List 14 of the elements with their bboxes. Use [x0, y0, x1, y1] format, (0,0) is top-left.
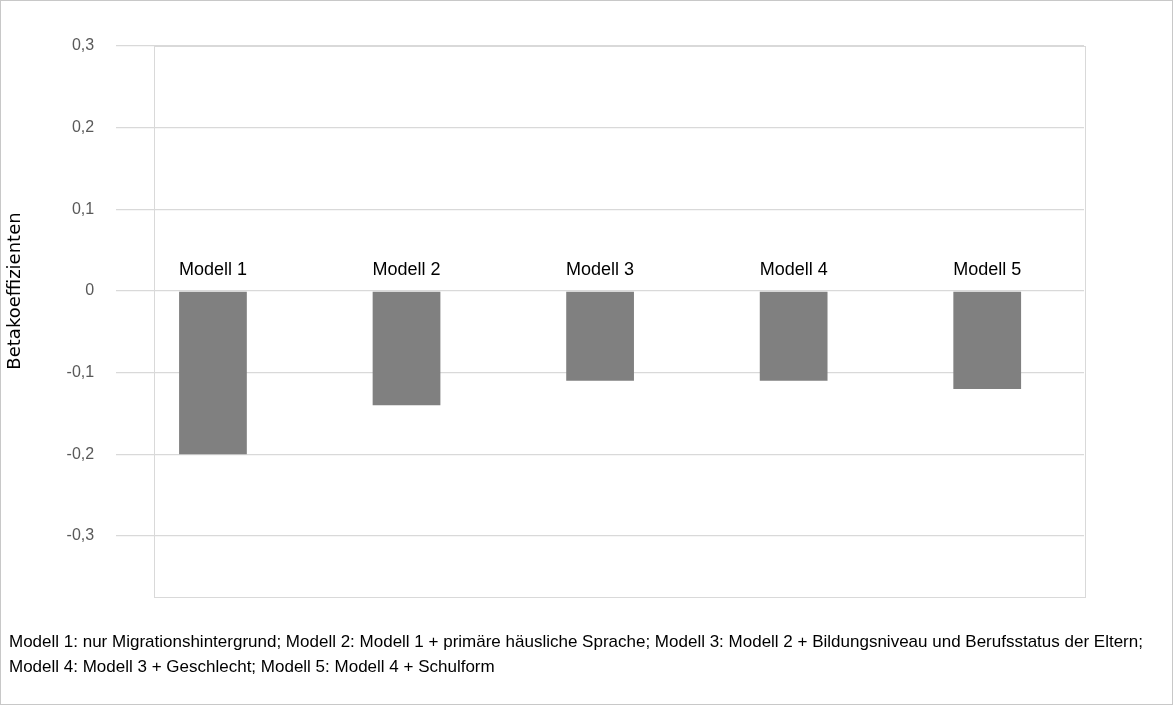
x-tick-label: Modell 2 [372, 258, 441, 279]
y-tick-label: 0 [85, 281, 95, 299]
x-tick-label: Modell 3 [566, 258, 635, 279]
x-tick-label: Modell 5 [953, 258, 1022, 279]
y-tick-label: -0,1 [66, 363, 95, 381]
y-axis-title: Betakoeffizienten [3, 212, 25, 370]
text: Modell 1: nur Migrationshintergrund; Modell 2: Modell 1 + primäre häusliche Sprache; Modell 3: Modell 2 + Bildungsniveau und Berufsstatus der Eltern; Modell 4: Modell 3 + Geschlecht; Modell 5: Modell 4 + Schulform [9, 631, 1144, 678]
x-tick-label: Modell 4 [759, 258, 828, 279]
y-tick-label: -0,3 [66, 526, 95, 544]
y-tick-label: 0,3 [71, 36, 95, 54]
y-tick-label: 0,2 [71, 118, 95, 136]
y-tick-label: 0,1 [71, 199, 95, 217]
x-tick-label: Modell 1 [178, 258, 247, 279]
y-tick-label: -0,2 [66, 444, 95, 462]
